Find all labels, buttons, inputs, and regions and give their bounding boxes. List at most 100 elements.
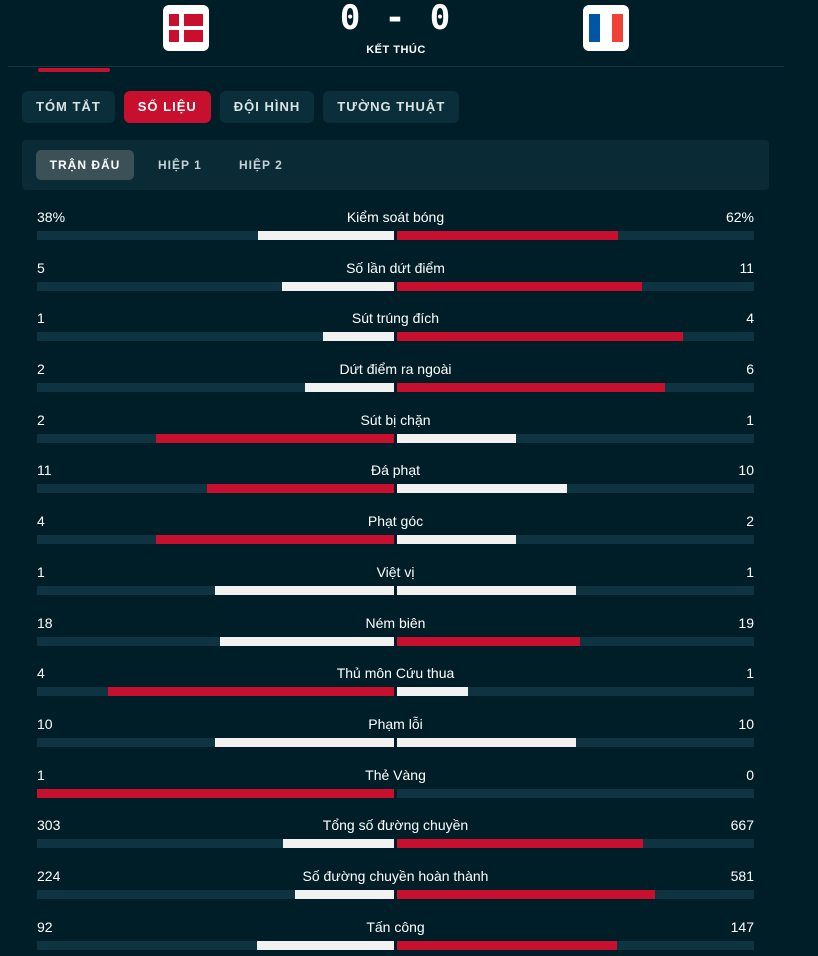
stat-row: 92 Tấn công 147	[37, 918, 754, 956]
flag-stripe-red	[611, 14, 623, 42]
stat-row: 4 Thủ môn Cứu thua 1	[37, 664, 754, 715]
flag-field	[589, 14, 623, 42]
stat-label: Ném biên	[365, 614, 426, 631]
stat-label: Tổng số đường chuyền	[322, 817, 469, 834]
stat-home-value: 1	[37, 310, 45, 327]
stat-home-bar	[220, 636, 394, 646]
main-tabs: TÓM TẮT SỐ LIỆU ĐỘI HÌNH TƯỜNG THUẬT	[22, 91, 460, 123]
stat-home-bar	[305, 383, 394, 393]
stat-row: 2 Dứt điểm ra ngoài 6	[37, 360, 754, 411]
stat-home-bar	[207, 484, 394, 494]
tab-first-half[interactable]: HIỆP 1	[158, 158, 202, 172]
stat-away-track	[397, 940, 754, 950]
tab-summary[interactable]: TÓM TẮT	[22, 91, 115, 123]
stat-row: 1 Sút trúng đích 4	[37, 309, 754, 360]
stat-home-track	[37, 535, 394, 545]
stat-home-track	[37, 585, 394, 595]
header-divider	[8, 66, 784, 67]
stat-away-value: 1	[746, 563, 754, 580]
stat-away-value: 581	[730, 867, 754, 884]
stat-label: Việt vị	[376, 563, 415, 580]
stat-away-value: 19	[738, 614, 754, 631]
tab-full-match[interactable]: TRẬN ĐẤU	[36, 150, 134, 180]
stat-home-track	[37, 737, 394, 747]
stat-label: Dứt điểm ra ngoài	[339, 361, 452, 378]
stat-away-value: 10	[738, 715, 754, 732]
stat-home-value: 4	[37, 665, 45, 682]
stat-away-track	[397, 636, 754, 646]
stat-home-bar	[215, 585, 394, 595]
stat-home-value: 1	[37, 766, 45, 783]
stat-away-value: 147	[730, 918, 754, 935]
stat-label: Phạt góc	[367, 513, 424, 530]
flag-stripe-blue	[589, 14, 601, 42]
stat-away-value: 10	[738, 462, 754, 479]
stat-away-bar	[397, 231, 618, 240]
stat-away-track	[397, 687, 754, 697]
stat-away-track	[397, 281, 754, 291]
stat-away-track	[397, 535, 754, 545]
stat-row: 11 Đá phạt 10	[37, 461, 754, 512]
stat-away-value: 1	[746, 665, 754, 682]
stat-home-track	[37, 636, 394, 646]
stat-away-track	[397, 585, 754, 595]
stat-away-track	[397, 737, 754, 747]
stat-home-track	[37, 484, 394, 494]
stat-row: 224 Số đường chuyền hoàn thành 581	[37, 867, 754, 918]
header-accent-bar	[38, 68, 110, 72]
denmark-flag-icon[interactable]	[163, 5, 209, 51]
stat-row: 1 Việt vị 1	[37, 563, 754, 614]
stat-home-bar	[323, 332, 394, 342]
stat-home-value: 4	[37, 513, 45, 530]
stat-away-value: 11	[739, 259, 754, 276]
stat-away-track	[397, 433, 754, 443]
stat-away-track	[397, 484, 754, 494]
stat-label: Số đường chuyền hoàn thành	[302, 867, 489, 884]
stat-row: 1 Thẻ Vàng 0	[37, 766, 754, 817]
stat-away-bar	[397, 332, 683, 342]
stat-away-track	[397, 889, 754, 899]
stat-home-track	[37, 383, 394, 393]
stat-home-value: 2	[37, 411, 45, 428]
match-status: KẾT THÚC	[366, 44, 426, 56]
stat-away-bar	[397, 839, 643, 849]
tab-lineups[interactable]: ĐỘI HÌNH	[219, 91, 315, 123]
tab-second-half[interactable]: HIỆP 2	[239, 158, 283, 172]
stat-row: 303 Tổng số đường chuyền 667	[37, 816, 754, 867]
stat-label: Số lần dứt điểm	[346, 259, 445, 276]
stat-away-track	[397, 231, 754, 240]
stat-away-bar	[397, 383, 665, 393]
stat-away-bar	[397, 281, 642, 291]
stat-row: 5 Số lần dứt điểm 11	[37, 259, 754, 310]
stat-home-bar	[282, 281, 394, 291]
match-score: 0 - 0	[339, 0, 453, 38]
stat-away-track	[397, 332, 754, 342]
stat-home-bar	[257, 940, 394, 950]
stat-away-bar	[397, 433, 516, 443]
flag-stripe-white	[600, 14, 612, 42]
stat-away-track	[397, 839, 754, 849]
stat-label: Đá phạt	[370, 462, 421, 479]
stat-label: Sút trúng đích	[351, 310, 440, 327]
stat-away-bar	[397, 940, 617, 950]
stat-home-track	[37, 433, 394, 443]
stat-home-bar	[283, 839, 394, 849]
tab-stats[interactable]: SỐ LIỆU	[123, 91, 211, 123]
stat-home-bar	[156, 535, 394, 545]
flag-cross-horizontal	[169, 26, 203, 30]
stat-away-value: 667	[730, 817, 754, 834]
stat-home-value: 38%	[37, 209, 66, 225]
stat-home-bar	[37, 788, 394, 798]
stat-row: 2 Sút bị chặn 1	[37, 411, 754, 462]
stat-label: Kiểm soát bóng	[346, 209, 445, 225]
stat-away-value: 1	[746, 411, 754, 428]
stat-home-value: 92	[37, 918, 53, 935]
stat-home-track	[37, 839, 394, 849]
stat-away-bar	[397, 737, 576, 747]
tab-commentary[interactable]: TƯỜNG THUẬT	[323, 91, 460, 123]
period-tabs: TRẬN ĐẤU HIỆP 1 HIỆP 2	[22, 140, 769, 190]
stat-away-value: 4	[746, 310, 754, 327]
france-flag-icon[interactable]	[583, 5, 629, 51]
stat-label: Thẻ Vàng	[365, 766, 426, 783]
stat-home-value: 1	[37, 563, 45, 580]
